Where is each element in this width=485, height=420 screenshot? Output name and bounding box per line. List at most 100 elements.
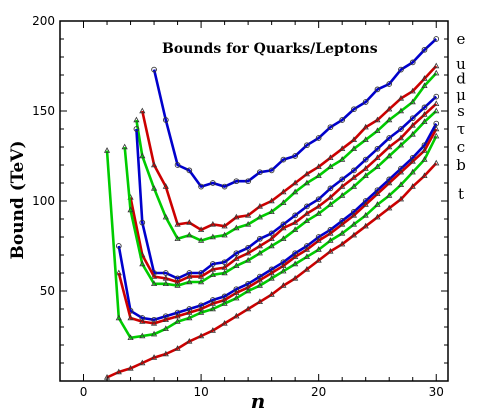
data-point: [351, 106, 357, 113]
data-point: [127, 364, 134, 371]
data-point: [292, 226, 299, 232]
data-point: [374, 190, 381, 196]
data-point: [256, 202, 263, 209]
data-point: [186, 309, 193, 315]
data-point: [327, 154, 334, 160]
data-point: [374, 127, 381, 133]
data-point: [339, 176, 346, 183]
series-line: [105, 135, 438, 340]
data-point: [315, 202, 322, 209]
data-point: [433, 125, 440, 132]
data-point: [115, 314, 122, 321]
data-point: [150, 161, 158, 168]
data-point: [421, 156, 428, 162]
data-point: [386, 192, 393, 198]
data-point: [386, 152, 393, 159]
data-point: [245, 287, 252, 294]
data-point: [233, 312, 240, 319]
particle-label: τ: [457, 120, 465, 138]
data-point: [280, 267, 287, 274]
data-point: [362, 222, 369, 229]
data-point: [245, 249, 252, 256]
data-point: [292, 274, 299, 281]
particle-label: s: [457, 102, 465, 120]
data-point: [280, 224, 287, 231]
data-point: [280, 262, 287, 268]
data-point: [339, 117, 346, 123]
series-c: [115, 120, 440, 323]
data-point: [421, 104, 428, 111]
data-point: [409, 98, 416, 105]
data-point: [292, 253, 299, 259]
data-point: [280, 235, 287, 241]
data-point: [339, 229, 346, 236]
data-point: [339, 156, 346, 162]
data-point: [245, 305, 252, 312]
series-t: [103, 132, 440, 340]
data-point: [292, 260, 299, 267]
data-point: [304, 142, 310, 149]
data-point: [350, 183, 358, 189]
data-point: [350, 136, 358, 142]
series-line: [117, 122, 438, 322]
data-point: [150, 319, 158, 326]
series-s: [127, 100, 440, 285]
data-point: [186, 337, 193, 344]
data-point: [362, 156, 369, 163]
data-point: [221, 319, 228, 326]
data-point: [186, 219, 193, 225]
data-point: [315, 256, 322, 263]
data-point: [174, 345, 181, 351]
data-point: [362, 165, 369, 171]
data-point: [327, 237, 334, 243]
data-point: [362, 201, 369, 207]
data-point: [386, 179, 393, 186]
data-point: [315, 135, 322, 141]
series-d: [133, 69, 440, 243]
data-point: [303, 179, 310, 186]
data-point: [198, 226, 205, 232]
x-tick-label: 0: [80, 385, 88, 399]
y-tick-label: 150: [32, 104, 55, 118]
data-point: [209, 233, 216, 240]
data-point: [374, 86, 381, 93]
data-point: [133, 116, 140, 123]
data-point: [397, 168, 405, 175]
data-point: [221, 231, 228, 238]
y-tick-label: 100: [32, 194, 55, 208]
data-point: [127, 314, 134, 321]
data-point: [362, 123, 369, 130]
data-point: [245, 178, 251, 185]
data-point: [186, 278, 193, 285]
data-point: [374, 201, 381, 207]
data-point: [209, 220, 216, 227]
data-point: [150, 280, 158, 286]
data-point: [409, 115, 416, 122]
data-point: [386, 116, 393, 123]
data-point: [198, 183, 204, 190]
series-line: [152, 38, 438, 188]
data-point: [268, 274, 275, 281]
data-point: [257, 235, 263, 242]
data-point: [115, 368, 122, 375]
series-b: [115, 125, 440, 326]
data-point: [292, 153, 299, 159]
data-point: [421, 75, 428, 81]
data-point: [421, 172, 428, 178]
data-point: [339, 145, 346, 151]
particle-label: t: [458, 185, 464, 203]
data-point: [256, 298, 263, 304]
data-point: [386, 81, 393, 87]
data-point: [121, 143, 128, 150]
data-point: [433, 93, 440, 100]
data-point: [421, 147, 428, 153]
data-point: [327, 229, 334, 236]
series-line: [117, 128, 438, 325]
data-point: [268, 167, 275, 174]
x-axis-title: n: [251, 389, 266, 413]
data-point: [186, 231, 193, 238]
data-point: [174, 220, 181, 227]
series-layer: [103, 36, 440, 380]
data-point: [303, 210, 310, 216]
data-point: [374, 163, 381, 169]
